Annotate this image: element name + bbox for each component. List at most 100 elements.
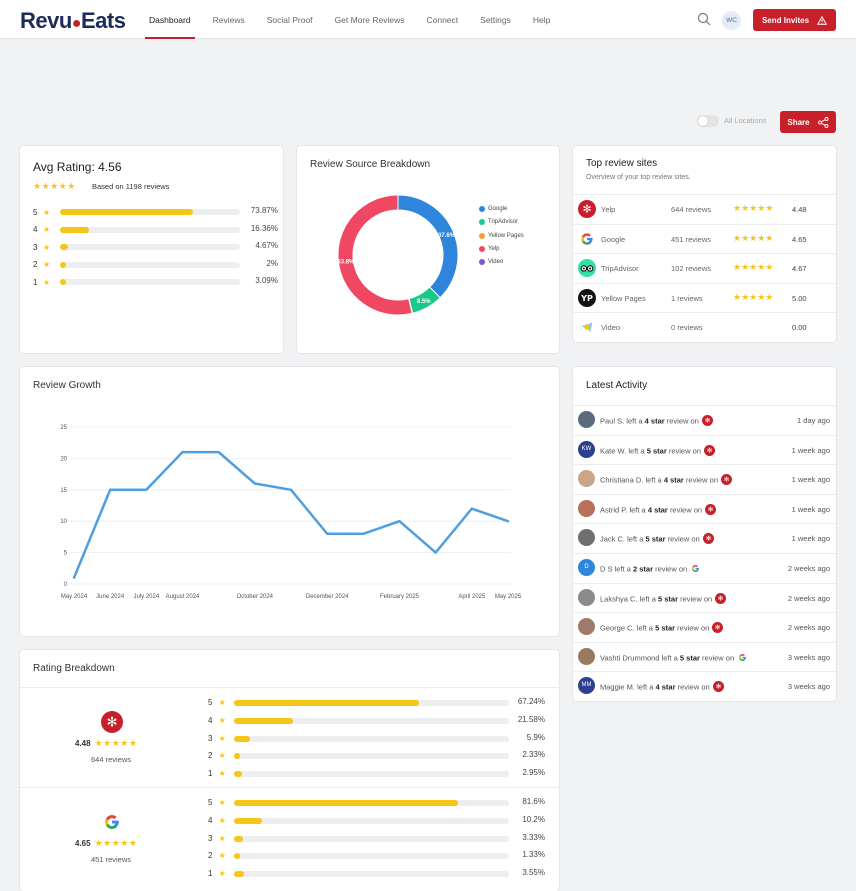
x-tick-label: June 2024 <box>96 594 125 600</box>
breakdown-title: Review Source Breakdown <box>310 159 431 170</box>
svg-text:✻: ✻ <box>106 715 117 730</box>
activity-row[interactable]: Lakshya C. left a 5 star review on ✻ 2 wee… <box>573 582 837 612</box>
rating-bar-track <box>234 717 509 724</box>
yelp-icon: ✻ <box>705 503 717 515</box>
send-invites-button[interactable]: Send Invites <box>753 9 836 31</box>
site-row-yellowpages[interactable]: YP Yellow Pages 1 reviews ★★★★★ 5.00 <box>573 282 837 312</box>
growth-data-point[interactable] <box>362 532 365 535</box>
search-icon[interactable] <box>697 12 711 26</box>
rating-percent: 73.87% <box>250 206 278 215</box>
rating-bar-fill <box>60 279 66 285</box>
legend-item[interactable]: TripAdvisor <box>479 219 518 226</box>
nav-help[interactable]: Help <box>532 15 551 25</box>
growth-data-point[interactable] <box>181 450 184 454</box>
site-row-yelp[interactable]: ✻ Yelp 644 reviews ★★★★★ 4.48 <box>573 194 837 223</box>
nav-social-proof[interactable]: Social Proof <box>266 15 313 25</box>
growth-data-point[interactable] <box>434 551 437 554</box>
growth-data-point[interactable] <box>145 488 148 491</box>
legend-item[interactable]: Google <box>479 206 507 212</box>
activity-tail: review on <box>655 564 688 574</box>
brand-name-first: Revu <box>20 8 72 33</box>
growth-data-point[interactable] <box>398 520 401 523</box>
nav-reviews[interactable]: Reviews <box>212 15 245 25</box>
user-avatar[interactable]: WC <box>722 11 741 30</box>
growth-series-line[interactable] <box>72 450 509 579</box>
star-level: 1 <box>33 277 38 287</box>
breakdown-score: 4.65 ★★★★★ <box>75 838 137 849</box>
activity-row[interactable]: KW Kate W. left a 5 star review on ✻ 1 week… <box>573 434 837 464</box>
reviewer-avatar <box>578 411 595 428</box>
reviewer-name: Kate W. <box>600 446 627 456</box>
growth-data-point[interactable] <box>289 488 293 491</box>
activity-row[interactable]: Christiana D. left a 4 star review on ✻ 1 … <box>573 464 837 493</box>
nav-connect[interactable]: Connect <box>426 15 459 25</box>
svg-text:✻: ✻ <box>715 683 721 691</box>
activity-row[interactable]: Jack C. left a 5 star review on ✻ 1 week a… <box>573 523 837 552</box>
growth-data-point[interactable] <box>108 488 112 491</box>
activity-row[interactable]: MM Maggie M. left a 4 star review on ✻ 3 we… <box>573 671 837 700</box>
review-source-badge: ✻ <box>715 592 727 604</box>
activity-verb: left a <box>636 623 653 633</box>
share-button[interactable]: Share <box>780 111 836 133</box>
activity-verb: left a <box>629 505 646 515</box>
y-tick-label: 10 <box>60 519 67 525</box>
activity-verb: left a <box>626 416 643 426</box>
brand-logo[interactable]: Revu●Eats <box>20 8 126 34</box>
yelp-icon: ✻ <box>721 474 733 486</box>
activity-row[interactable]: Vashti Drummond left a 5 star review on 3… <box>573 641 837 671</box>
activity-verb: left a <box>637 682 654 692</box>
x-tick-label: May 2024 <box>61 594 88 600</box>
growth-data-point[interactable] <box>253 482 257 485</box>
growth-data-point[interactable] <box>325 532 329 535</box>
site-row-video[interactable]: Video 0 reviews 0.00 <box>573 312 837 341</box>
site-stars: ★★★★★ <box>733 232 774 243</box>
svg-text:✻: ✻ <box>582 203 591 216</box>
send-invites-label: Send Invites <box>761 15 810 25</box>
rating-percent: 4.67% <box>255 241 278 250</box>
activity-time: 1 day ago <box>797 416 830 425</box>
star-icon: ★ <box>43 242 51 252</box>
legend-item[interactable]: Yelp <box>479 245 499 252</box>
legend-swatch <box>479 245 485 252</box>
rating-bar-track <box>234 853 509 860</box>
legend-item[interactable]: Yellow Pages <box>479 232 524 239</box>
rating-percent: 16.36% <box>250 223 278 233</box>
activity-verb: left a <box>639 594 656 604</box>
star-icon: ★ <box>216 751 226 761</box>
breakdown-star-row: 2 ★ <box>208 751 226 761</box>
growth-data-point[interactable] <box>506 520 510 523</box>
rating-breakdown-yelp: ✻ 4.48 ★★★★★ 644 reviews 5 ★ 67.24% 4 ★ 21.58% 3… <box>20 687 560 787</box>
activity-row[interactable]: D D S left a 2 star review on 2 weeks ago <box>573 553 837 582</box>
activity-row[interactable]: Paul S. left a 4 star review on ✻ 1 day ag… <box>573 405 837 434</box>
legend-item[interactable]: Video <box>479 259 503 266</box>
star-icon: ★ <box>216 698 226 707</box>
activity-time: 1 week ago <box>791 475 830 485</box>
activity-row[interactable]: George C. left a 5 star review on ✻ 2 week… <box>573 612 837 641</box>
rating-bar-fill <box>234 871 244 878</box>
site-row-tripadvisor[interactable]: TripAdvisor 102 reviews ★★★★★ 4.67 <box>573 253 837 282</box>
yelp-icon: ✻ <box>715 592 727 604</box>
review-star-count: 5 star <box>645 534 666 544</box>
legend-swatch <box>479 232 485 239</box>
legend-label: Yellow Pages <box>488 232 524 239</box>
donut-slice-google[interactable] <box>397 194 459 299</box>
site-row-google[interactable]: Google 451 reviews ★★★★★ 4.65 <box>573 223 837 253</box>
avg-rating-row: 3 ★ <box>33 242 283 252</box>
nav-get-more-reviews[interactable]: Get More Reviews <box>334 15 405 25</box>
site-rating-value: 5.00 <box>792 293 807 303</box>
star-level: 5 <box>208 798 213 807</box>
svg-text:✻: ✻ <box>715 624 721 632</box>
growth-data-point[interactable] <box>72 576 76 579</box>
growth-data-point[interactable] <box>217 450 220 454</box>
nav-settings[interactable]: Settings <box>480 15 511 25</box>
nav-dashboard[interactable]: Dashboard <box>138 0 202 39</box>
all-locations-label: All Locations <box>724 116 767 125</box>
rating-percent: 3.33% <box>522 832 545 842</box>
all-locations-toggle[interactable] <box>697 115 719 127</box>
donut-slice-yelp[interactable] <box>337 194 413 316</box>
avg-rating-stars: ★★★★★ <box>33 181 76 191</box>
growth-data-point[interactable] <box>470 507 474 510</box>
breakdown-stars: ★★★★★ <box>94 838 138 848</box>
rating-percent: 67.24% <box>517 697 545 706</box>
activity-row[interactable]: Astrid P. left a 4 star review on ✻ 1 week… <box>573 493 837 523</box>
